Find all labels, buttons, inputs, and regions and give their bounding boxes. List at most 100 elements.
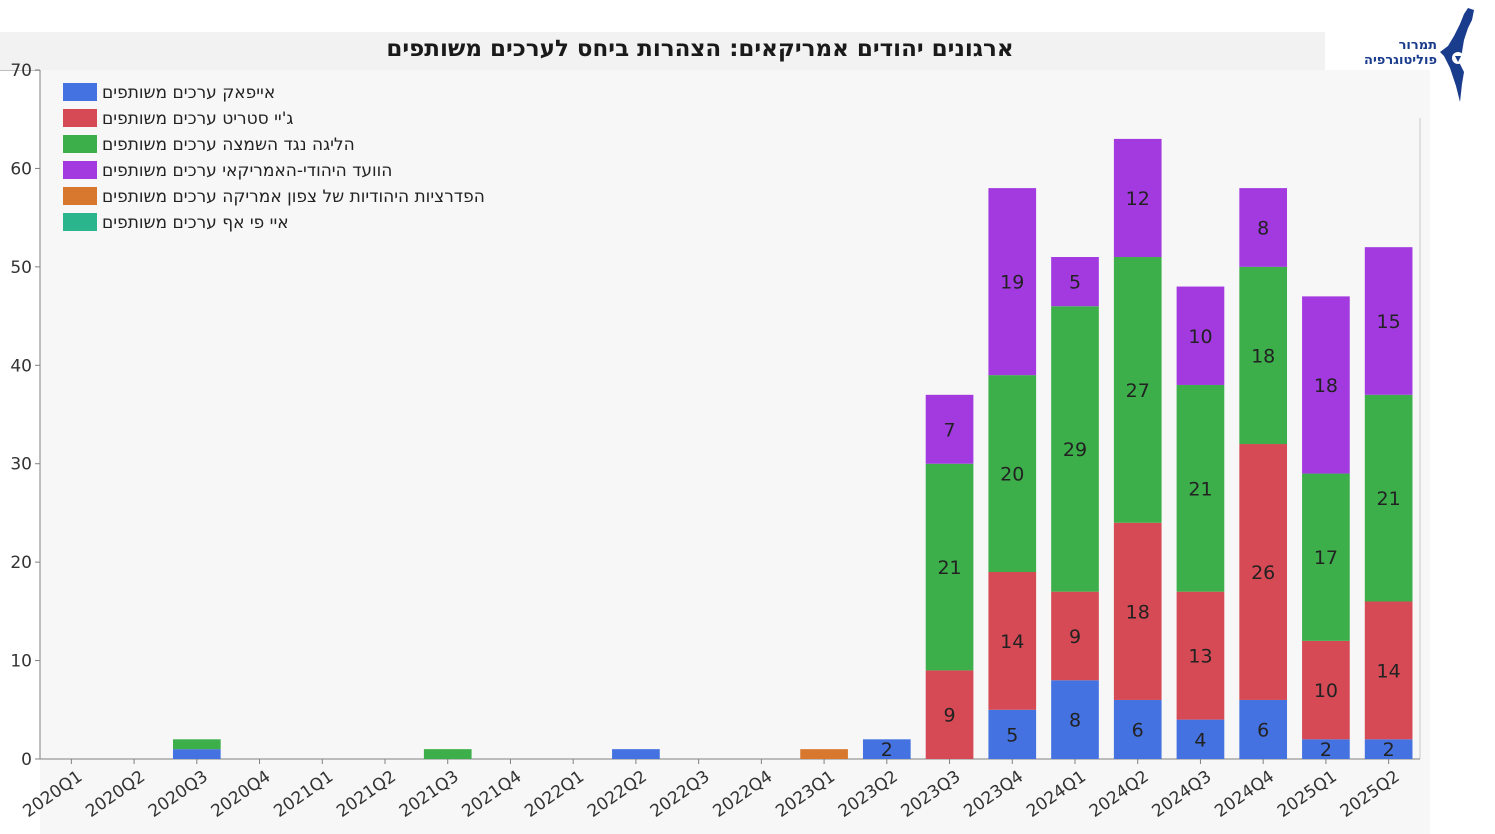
bar-segment — [1051, 680, 1099, 759]
data-label: 19 — [1000, 272, 1024, 294]
bar-segment — [1113, 138, 1162, 258]
bar-segment — [1239, 699, 1288, 759]
x-tick-label: 2021Q4 — [459, 767, 526, 822]
x-tick-label: 2021Q2 — [333, 767, 400, 822]
legend-label[interactable]: הפדרציות היהודיות של צפון אמריקה ערכים מ… — [102, 187, 485, 207]
data-label: 2 — [881, 739, 893, 761]
x-tick-label: 2020Q1 — [19, 767, 86, 822]
legend[interactable]: אייפאק ערכים משותפים ג'יי סטריט ערכים משו… — [63, 83, 485, 233]
x-tick-label: 2023Q2 — [835, 767, 902, 822]
bar-segment — [1364, 394, 1413, 602]
y-tick-label: 0 — [21, 750, 32, 770]
x-tick-label: 2024Q1 — [1023, 767, 1090, 822]
bar-segment — [1302, 640, 1350, 740]
bar-segment — [1302, 739, 1350, 759]
bar-segment — [988, 375, 1037, 572]
data-label: 10 — [1188, 326, 1212, 348]
x-tick-label: 2022Q3 — [647, 767, 714, 822]
bar-segment — [1239, 188, 1288, 267]
logo-text: תמרור פוליטוגרפיה — [1345, 38, 1437, 68]
logo-line-2: פוליטוגרפיה — [1364, 53, 1437, 68]
x-tick-label: 2020Q2 — [82, 767, 149, 822]
bar-segment — [1302, 473, 1350, 641]
x-tick-label: 2022Q4 — [709, 767, 776, 822]
legend-label[interactable]: איי פי אף ערכים משותפים — [102, 213, 289, 233]
x-tick-label: 2020Q3 — [145, 767, 212, 822]
bar-segment — [1051, 257, 1099, 307]
bar-segment — [988, 571, 1037, 710]
bar-segment — [800, 749, 848, 759]
x-tick-label: 2021Q1 — [270, 767, 337, 822]
bar-segment — [925, 463, 974, 671]
x-tick-label: 2025Q2 — [1337, 767, 1404, 822]
data-label: 12 — [1126, 188, 1150, 210]
data-label: 26 — [1251, 562, 1275, 584]
bar-segment — [925, 670, 974, 759]
x-tick-label: 2024Q2 — [1086, 767, 1153, 822]
data-label: 13 — [1188, 646, 1212, 668]
legend-label[interactable]: הליגה נגד השמצה ערכים משותפים — [102, 135, 355, 155]
israel-map-icon — [1440, 8, 1474, 102]
x-tick-label: 2023Q1 — [772, 767, 839, 822]
data-label: 7 — [943, 419, 955, 441]
bar-segment — [1051, 591, 1099, 681]
legend-swatch[interactable] — [63, 187, 97, 205]
bar-segment — [988, 188, 1037, 376]
y-tick-label: 50 — [10, 258, 32, 278]
legend-label[interactable]: הוועד היהודי-האמריקאי ערכים משותפים — [102, 161, 392, 181]
bar-segment — [1364, 601, 1413, 740]
data-label: 20 — [1000, 464, 1024, 486]
bar-segment — [1239, 266, 1288, 445]
x-tick-label: 2022Q2 — [584, 767, 651, 822]
data-label: 21 — [1377, 488, 1401, 510]
data-label: 8 — [1069, 710, 1081, 732]
x-tick-label: 2020Q4 — [208, 767, 275, 822]
bar-segment — [988, 709, 1037, 759]
data-label: 2 — [1383, 739, 1395, 761]
bars: 2921751420198929561827124132110626188210… — [172, 138, 1413, 761]
x-tick-label: 2025Q1 — [1274, 767, 1341, 822]
data-label: 15 — [1377, 311, 1401, 333]
y-axis: 0 10 20 30 40 50 60 70 — [10, 61, 1421, 770]
legend-label[interactable]: ג'יי סטריט ערכים משותפים — [102, 109, 293, 129]
data-label: 8 — [1257, 217, 1269, 239]
bar-segment — [1113, 522, 1162, 700]
legend-swatch[interactable] — [63, 83, 97, 101]
bar-segment — [925, 394, 974, 464]
data-label: 6 — [1132, 719, 1144, 741]
x-tick-label: 2023Q4 — [960, 767, 1027, 822]
data-label: 18 — [1314, 375, 1338, 397]
bar-segment — [1302, 296, 1350, 474]
legend-swatch[interactable] — [63, 161, 97, 179]
bar-segment — [172, 739, 221, 750]
x-axis: 2020Q12020Q22020Q32020Q42021Q12021Q22021… — [19, 758, 1420, 822]
bar-segment — [1176, 591, 1225, 720]
data-label: 18 — [1251, 345, 1275, 367]
data-label: 21 — [937, 557, 961, 579]
data-label: 14 — [1000, 631, 1024, 653]
data-label: 17 — [1314, 547, 1338, 569]
data-label: 18 — [1126, 601, 1150, 623]
legend-label[interactable]: אייפאק ערכים משותפים — [102, 83, 275, 103]
legend-swatch[interactable] — [63, 135, 97, 153]
bar-segment — [1176, 384, 1225, 592]
y-tick-label: 20 — [10, 553, 32, 573]
chart-title: ארגונים יהודים אמריקאים: הצהרות ביחס לער… — [386, 36, 1014, 62]
data-label: 9 — [1069, 626, 1081, 648]
data-label: 10 — [1314, 680, 1338, 702]
legend-swatch[interactable] — [63, 109, 97, 127]
bar-segment — [1176, 719, 1225, 759]
legend-swatch[interactable] — [63, 213, 97, 231]
data-label: 9 — [943, 705, 955, 727]
data-label: 4 — [1194, 729, 1206, 751]
bar-segment — [423, 749, 472, 759]
y-tick-label: 70 — [10, 61, 32, 81]
data-label: 29 — [1063, 439, 1087, 461]
data-label: 5 — [1006, 724, 1018, 746]
bar-segment — [1051, 306, 1099, 592]
y-tick-label: 60 — [10, 159, 32, 179]
data-label: 14 — [1377, 660, 1401, 682]
x-tick-label: 2022Q1 — [521, 767, 588, 822]
x-tick-label: 2021Q3 — [396, 767, 463, 822]
